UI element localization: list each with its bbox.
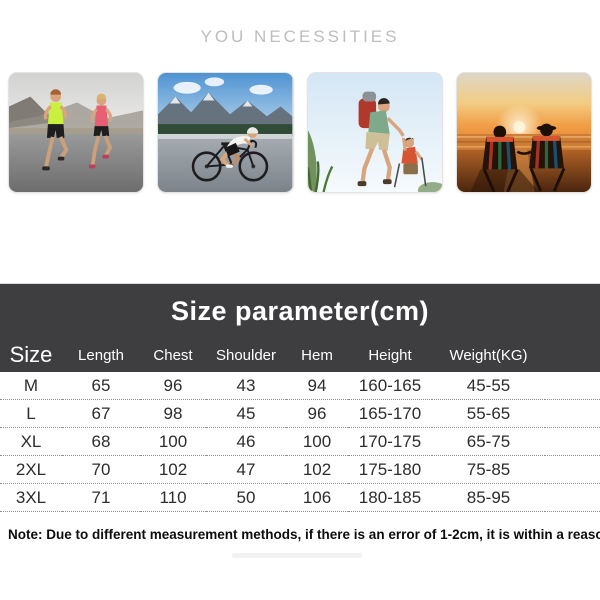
table-cell: 70 xyxy=(62,455,140,484)
runner-woman xyxy=(88,93,113,169)
road xyxy=(9,133,144,192)
hiker-woman xyxy=(393,137,426,188)
size-chart: Size parameter(cm) Size Length Chest Sho… xyxy=(0,283,600,512)
clouds xyxy=(173,77,274,95)
trekking-pole xyxy=(420,157,426,187)
table-cell: 45-55 xyxy=(432,372,545,400)
table-cell: 43 xyxy=(206,372,286,400)
cyclist-illustration xyxy=(158,73,293,192)
note-text: Note: Due to different measurement metho… xyxy=(8,527,600,542)
table-cell: 100 xyxy=(286,427,348,456)
faint-watermark xyxy=(232,553,362,558)
table-cell: 180-185 xyxy=(348,483,432,512)
column-header-chest: Chest xyxy=(153,346,193,364)
table-row-xl: XL 68 100 46 100 170-175 65-75 xyxy=(0,427,600,456)
table-cell: 46 xyxy=(206,427,286,456)
table-row-l: L 67 98 45 96 165-170 55-65 xyxy=(0,399,600,428)
table-cell: 3XL xyxy=(0,483,62,512)
column-header-weight: Weight(KG) xyxy=(449,346,528,364)
trekking-pole xyxy=(393,163,400,188)
table-cell: 94 xyxy=(286,372,348,400)
hiking-couple-photo xyxy=(306,72,443,193)
column-header-height: Height xyxy=(368,346,412,364)
table-header-row: Size Length Chest Shoulder Hem Height We… xyxy=(0,338,600,372)
table-cell-spacer xyxy=(545,372,600,400)
table-cell: 98 xyxy=(140,399,206,428)
size-chart-title-bar: Size parameter(cm) xyxy=(0,283,600,338)
table-cell: 110 xyxy=(140,483,206,512)
runners-illustration xyxy=(9,73,144,192)
table-cell: 45 xyxy=(206,399,286,428)
table-cell: 96 xyxy=(140,372,206,400)
table-cell: 67 xyxy=(62,399,140,428)
table-cell: 165-170 xyxy=(348,399,432,428)
beach-chair-right xyxy=(528,123,566,192)
table-cell: 96 xyxy=(286,399,348,428)
column-header-size: Size xyxy=(9,342,53,367)
table-cell-spacer xyxy=(545,399,600,428)
road-cyclist-photo xyxy=(157,72,294,193)
hills xyxy=(9,102,144,134)
running-couple-photo xyxy=(8,72,145,193)
table-cell-spacer xyxy=(545,483,600,512)
table-row-2xl: 2XL 70 102 47 102 175-180 75-85 xyxy=(0,455,600,484)
cyclist-rider xyxy=(219,127,259,168)
holding-hands xyxy=(516,150,532,155)
table-row-3xl: 3XL 71 110 50 106 180-185 85-95 xyxy=(0,483,600,512)
table-cell: L xyxy=(0,399,62,428)
table-cell: 71 xyxy=(62,483,140,512)
table-cell: 170-175 xyxy=(348,427,432,456)
table-cell: XL xyxy=(0,427,62,456)
hikers-illustration xyxy=(307,73,442,192)
table-cell: 2XL xyxy=(0,455,62,484)
hiker-man xyxy=(357,91,405,187)
mountains xyxy=(158,92,293,131)
waves xyxy=(456,136,591,148)
table-cell: 85-95 xyxy=(432,483,545,512)
column-header-length: Length xyxy=(78,346,124,364)
table-cell: 65 xyxy=(62,372,140,400)
table-cell: 65-75 xyxy=(432,427,545,456)
roadside-scrub xyxy=(9,128,144,138)
sun-hat xyxy=(536,125,556,131)
table-cell: 47 xyxy=(206,455,286,484)
table-cell-spacer xyxy=(545,427,600,456)
column-header-spacer xyxy=(545,338,600,372)
table-cell: 102 xyxy=(140,455,206,484)
grass xyxy=(307,130,442,192)
tree-band xyxy=(158,124,293,136)
page-title: YOU NECESSITIES xyxy=(200,27,400,46)
column-header-shoulder: Shoulder xyxy=(215,346,277,364)
table-cell: 100 xyxy=(140,427,206,456)
sun xyxy=(513,121,525,133)
beach-chair-left xyxy=(482,125,519,192)
table-cell: M xyxy=(0,372,62,400)
runner-man xyxy=(42,89,69,171)
photo-strip xyxy=(8,72,592,193)
beach-sunset-couple-photo xyxy=(455,72,592,193)
guardrail xyxy=(158,133,293,139)
table-cell: 50 xyxy=(206,483,286,512)
table-cell: 106 xyxy=(286,483,348,512)
table-cell: 102 xyxy=(286,455,348,484)
table-cell: 160-165 xyxy=(348,372,432,400)
table-cell-spacer xyxy=(545,455,600,484)
sunset-illustration xyxy=(456,73,591,192)
table-cell: 75-85 xyxy=(432,455,545,484)
table-cell: 175-180 xyxy=(348,455,432,484)
table-row-m: M 65 96 43 94 160-165 45-55 xyxy=(0,372,600,400)
table-cell: 68 xyxy=(62,427,140,456)
snow-caps xyxy=(169,92,253,107)
column-header-hem: Hem xyxy=(301,346,333,364)
size-chart-title: Size parameter(cm) xyxy=(170,295,430,326)
table-cell: 55-65 xyxy=(432,399,545,428)
size-table: Size Length Chest Shoulder Hem Height We… xyxy=(0,338,600,512)
